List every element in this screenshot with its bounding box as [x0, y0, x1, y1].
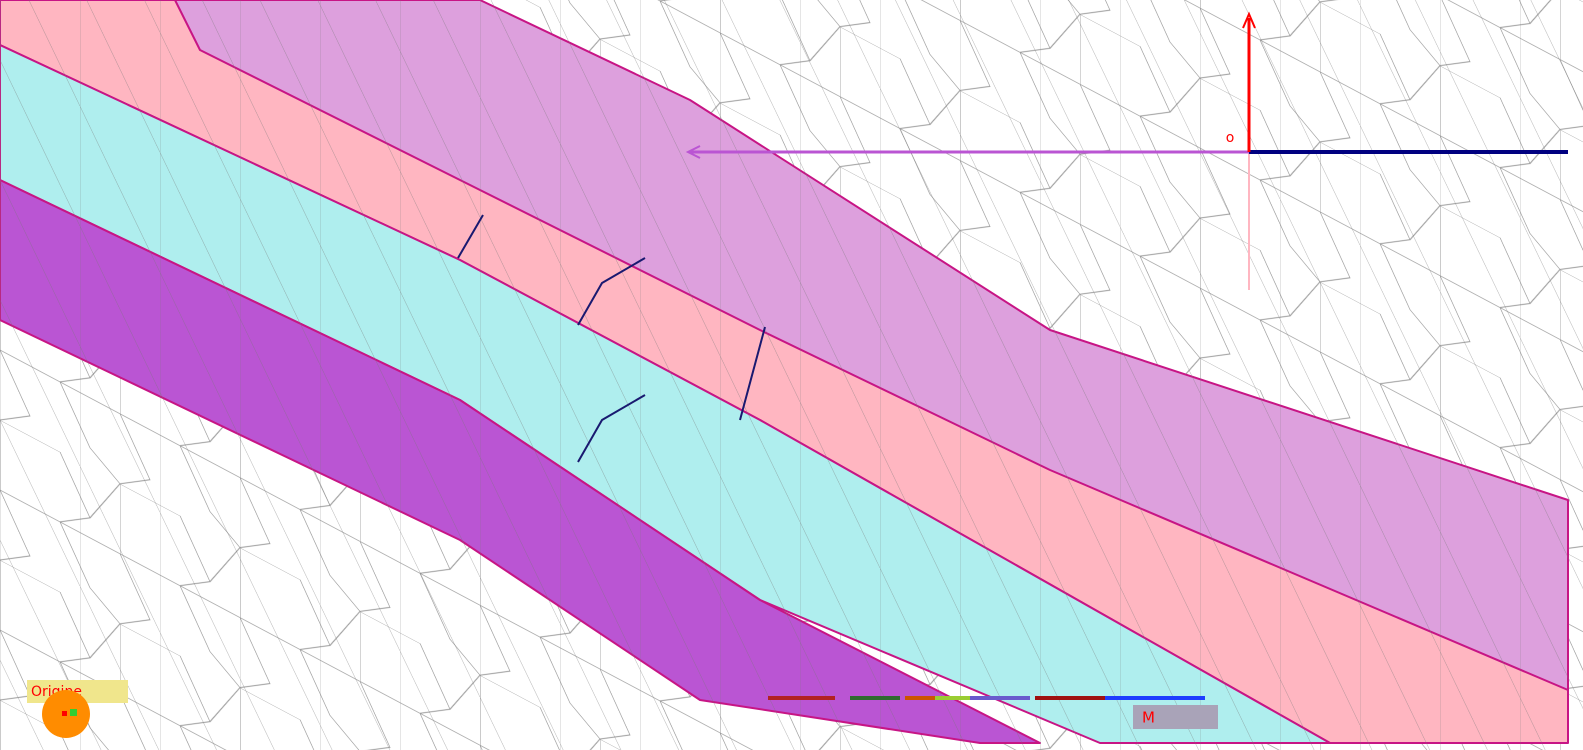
- arrow-head: [1242, 11, 1256, 29]
- origin-marker: o: [1226, 130, 1235, 146]
- edge: [457, 214, 766, 463]
- point-label[interactable]: M: [1142, 709, 1155, 727]
- handle-dot: [70, 709, 77, 716]
- arrow-head: [685, 145, 701, 159]
- handle-dot: [62, 711, 67, 716]
- highlight-edges: [457, 214, 766, 463]
- point-label-box[interactable]: [1133, 705, 1218, 729]
